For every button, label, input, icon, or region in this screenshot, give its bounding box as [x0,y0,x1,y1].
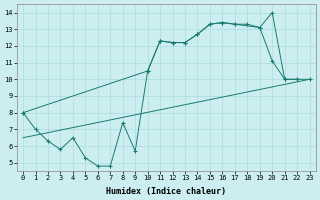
X-axis label: Humidex (Indice chaleur): Humidex (Indice chaleur) [106,187,226,196]
